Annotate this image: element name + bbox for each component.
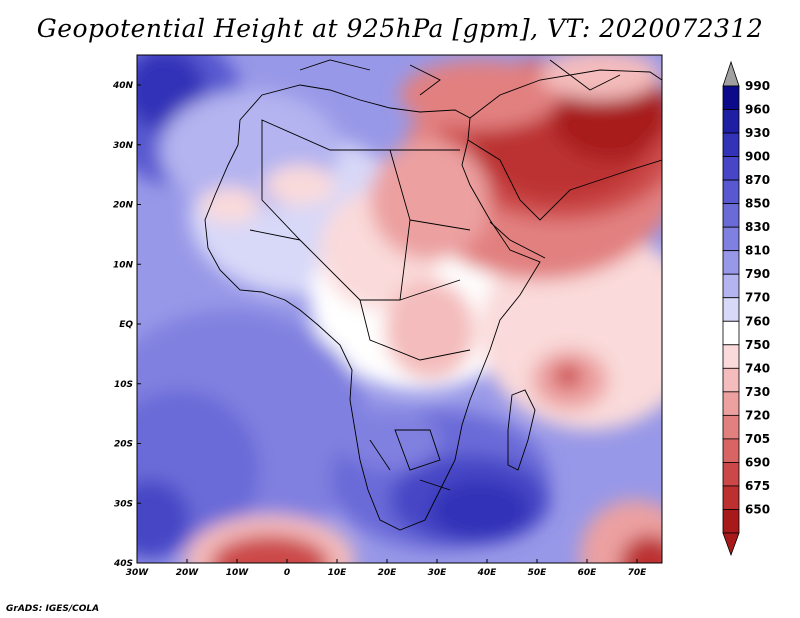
colorbar-label: 770 [745,291,770,305]
lon-tick-label: 60E [578,568,598,578]
colorbar-swatch [722,462,740,487]
colorbar-label: 750 [745,338,770,352]
latitude-axis: 40N 30N 20N 10N EQ 10S 20S 30S 40S [112,81,141,569]
colorbar-swatch [722,438,740,463]
longitude-axis: 30W 20W 10W 0 10E 20E 30E 40E 50E 60E 70E [126,559,647,578]
lat-tick-label: 20N [113,201,134,211]
lon-tick-label: 50E [528,568,548,578]
colorbar-swatch [722,156,740,181]
colorbar-swatch [722,132,740,157]
colorbar-label: 790 [745,267,770,281]
colorbar-swatch [722,179,740,205]
lon-tick-label: 20E [378,568,398,578]
colorbar-swatch [722,391,740,416]
colorbar-label: 990 [745,79,770,93]
lon-tick-label: 40E [477,568,498,578]
lon-tick-label: 0 [284,568,290,578]
colorbar-label: 650 [745,502,770,516]
lat-tick-label: 30N [113,141,134,151]
colorbar-swatch [722,109,740,134]
colorbar-label: 720 [745,408,770,422]
colorbar-label: 850 [745,197,770,211]
colorbar-label: 830 [745,220,770,234]
colorbar-label: 960 [745,103,770,117]
colorbar-swatch [722,344,740,369]
colorbar-label: 690 [745,455,770,469]
colorbar-label: 740 [745,361,770,375]
colorbar-label: 870 [745,173,770,187]
colorbar-swatch [722,203,740,228]
colorbar-label: 705 [745,432,770,446]
colorbar-swatch [722,250,740,275]
colorbar-bottom-arrow [722,532,740,557]
lat-tick-label: 40S [113,559,133,569]
colorbar-swatch [722,273,740,299]
colorbar-swatch [722,320,740,346]
colorbar: 990 960 930 900 870 850 830 810 790 770 760 750 740 7… [722,60,770,557]
lat-tick-label: 40N [112,81,134,91]
colorbar-swatch [722,85,740,110]
colorbar-label: 730 [745,385,770,399]
colorbar-top-arrow [722,60,740,87]
lat-tick-label: EQ [119,320,133,330]
chart-title: Geopotential Height at 925hPa [gpm], VT:… [36,14,764,43]
colorbar-label: 810 [745,244,770,258]
lon-tick-label: 10W [226,568,250,578]
colorbar-label: 675 [745,479,770,493]
colorbar-swatch [722,509,740,534]
lon-tick-label: 30W [126,568,150,578]
colorbar-swatch [722,297,740,322]
colorbar-label: 760 [745,314,770,328]
colorbar-swatch [722,367,740,393]
colorbar-label: 900 [745,150,770,164]
lat-tick-label: 30S [114,499,133,509]
lon-tick-label: 70E [628,568,648,578]
coastlines [204,59,662,531]
lat-tick-label: 10N [113,260,134,270]
colorbar-swatch [722,226,740,252]
lon-tick-label: 20W [176,568,200,578]
grads-credit: GrADS: IGES/COLA [6,604,100,614]
lon-tick-label: 30E [428,568,448,578]
lat-tick-label: 20S [114,440,133,450]
lat-tick-label: 10S [114,380,133,390]
height-field [137,55,662,563]
lon-tick-label: 10E [328,568,348,578]
colorbar-label: 930 [745,126,770,140]
colorbar-swatch [722,485,740,510]
colorbar-swatch [722,414,740,440]
map-frame [136,54,663,564]
